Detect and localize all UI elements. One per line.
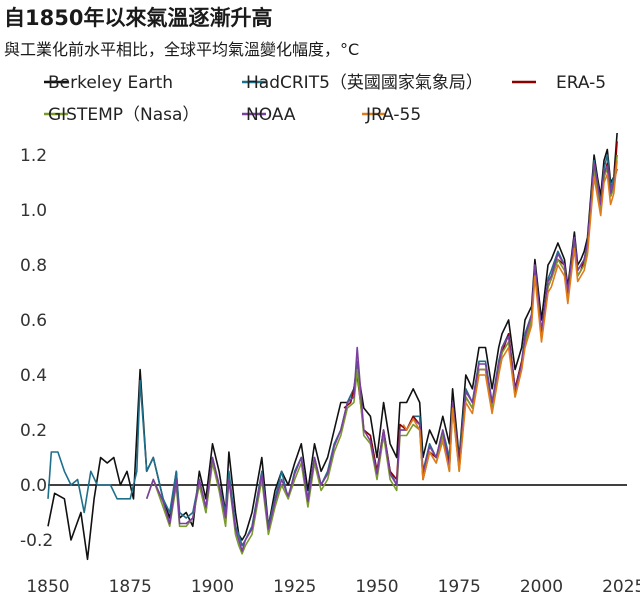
legend-label-0: Berkeley Earth — [48, 73, 173, 93]
y-tick-label: 0.8 — [20, 256, 47, 276]
legend-label-4: NOAA — [246, 105, 296, 125]
y-tick-label: 0.4 — [20, 366, 47, 386]
y-tick-label: 0.6 — [20, 311, 47, 331]
x-tick-label: 1950 — [355, 577, 398, 597]
x-axis-ticks: 1850 1875 1900 1925 1950 1975 2000 2025 — [26, 577, 640, 597]
x-tick-label: 1975 — [438, 577, 481, 597]
series-line-3 — [145, 154, 618, 555]
x-tick-label: 1925 — [273, 577, 316, 597]
legend: Berkeley Earth HadCRIT5（英國國家氣象局） ERA-5 GIST… — [44, 73, 606, 125]
chart-subtitle: 與工業化前水平相比，全球平均氣溫變化幅度，°C — [4, 40, 360, 59]
legend-label-2: ERA-5 — [556, 73, 606, 93]
series-line-4 — [145, 162, 618, 552]
legend-label-3: GISTEMP（Nasa） — [48, 105, 199, 125]
y-tick-label: 0.0 — [20, 476, 47, 496]
series-line-1 — [47, 154, 618, 547]
x-tick-label: 2025 — [602, 577, 640, 597]
y-tick-label: -0.2 — [20, 531, 53, 551]
x-tick-label: 2000 — [520, 577, 563, 597]
legend-label-5: JRA-55 — [365, 105, 421, 125]
x-tick-label: 1875 — [109, 577, 152, 597]
series-line-0 — [47, 132, 618, 561]
y-tick-label: 1.0 — [20, 201, 47, 221]
y-tick-label: 1.2 — [20, 146, 47, 166]
y-axis-ticks: -0.2 0.0 0.2 0.4 0.6 0.8 1.0 1.2 — [20, 146, 53, 551]
series-line-2 — [343, 141, 618, 481]
x-tick-label: 1850 — [26, 577, 69, 597]
chart-title: 自1850年以來氣溫逐漸升高 — [4, 6, 273, 30]
y-tick-label: 0.2 — [20, 421, 47, 441]
series-line-5 — [402, 160, 618, 481]
x-tick-label: 1900 — [191, 577, 234, 597]
series-lines — [47, 132, 618, 561]
legend-label-1: HadCRIT5（英國國家氣象局） — [246, 73, 483, 93]
